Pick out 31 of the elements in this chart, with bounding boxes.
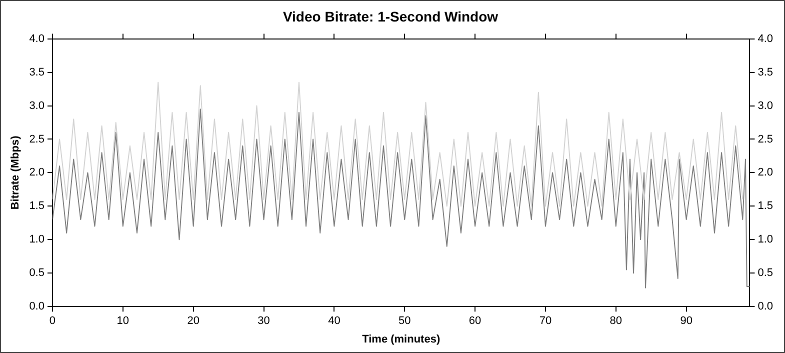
y2-tick-label: 3.5 [758, 66, 774, 78]
y-tick-label: 0.5 [29, 267, 44, 280]
y2-tick-label: 1.5 [758, 200, 774, 212]
x-tick-label: 40 [328, 315, 340, 328]
x-tick-label: 90 [680, 315, 692, 328]
y2-tick-label: 0.5 [758, 267, 774, 280]
y-axis-title: Bitrate (Mbps) [10, 135, 22, 210]
y2-tick-label: 1.0 [758, 234, 774, 246]
x-tick-label: 20 [187, 315, 200, 328]
x-axis-title: Time (minutes) [362, 333, 440, 346]
y-tick-label: 2.0 [29, 166, 44, 179]
y2-tick-label: 3.0 [758, 100, 774, 112]
y-tick-label: 4.0 [29, 32, 44, 45]
y2-tick-label: 4.0 [758, 32, 774, 45]
x-tick-label: 0 [49, 315, 56, 328]
y2-tick-label: 2.0 [758, 166, 774, 179]
x-tick-label: 70 [539, 315, 552, 328]
chart-title: Video Bitrate: 1-Second Window [282, 8, 498, 24]
y-tick-label: 1.0 [29, 234, 44, 246]
y-tick-label: 0.0 [29, 300, 44, 313]
x-tick-label: 80 [610, 315, 622, 328]
x-tick-label: 60 [468, 315, 482, 328]
x-tick-label: 50 [398, 315, 411, 328]
x-tick-label: 30 [258, 315, 270, 328]
y2-tick-label: 2.5 [758, 133, 774, 146]
y-tick-label: 3.5 [29, 66, 44, 78]
y-tick-label: 3.0 [29, 100, 44, 112]
y-tick-label: 2.5 [29, 133, 44, 146]
y-tick-label: 1.5 [29, 200, 44, 212]
y2-tick-label: 0.0 [758, 300, 774, 313]
x-tick-label: 10 [116, 315, 130, 328]
